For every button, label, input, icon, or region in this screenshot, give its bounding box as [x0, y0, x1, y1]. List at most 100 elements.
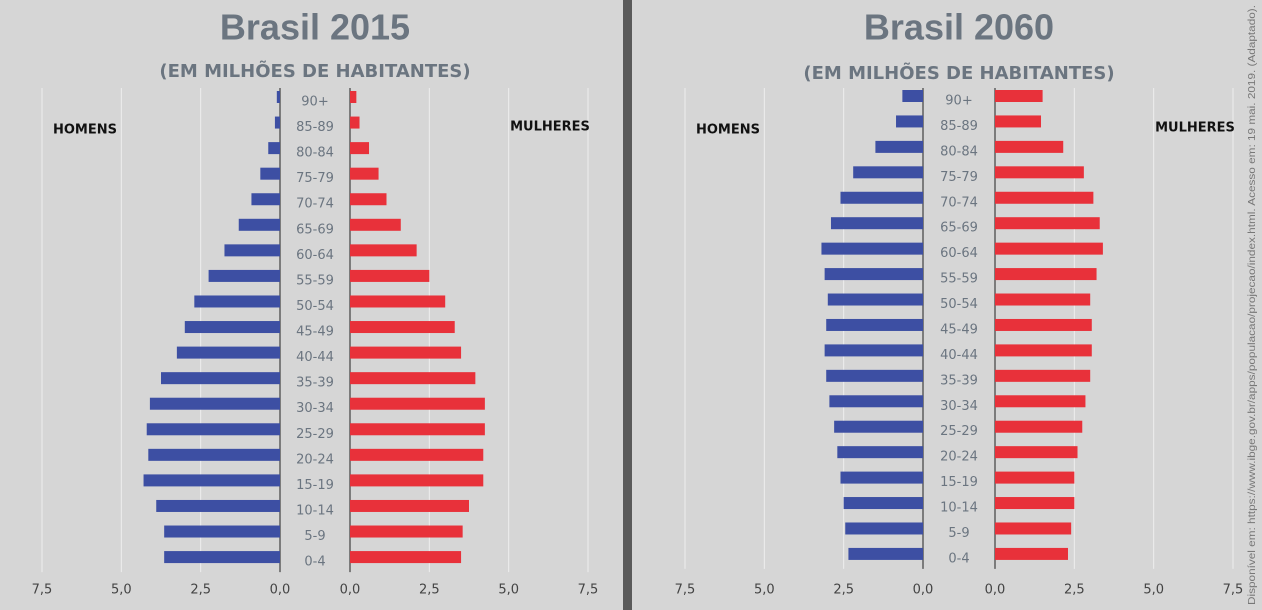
bar: [995, 344, 1092, 357]
bar: [224, 244, 280, 257]
bar: [350, 551, 462, 564]
bar: [829, 395, 923, 408]
category-label: 35-39: [296, 376, 334, 391]
bar: [834, 420, 923, 433]
x-tick-label: 2,5: [1064, 583, 1085, 598]
category-label: 60-64: [296, 248, 334, 263]
source-note: Disponível em: https://www.ibge.gov.br/a…: [1246, 5, 1258, 605]
bar: [184, 321, 280, 334]
x-tick-label: 5,0: [1143, 583, 1164, 598]
category-label: 80-84: [940, 144, 978, 159]
bar: [350, 269, 430, 282]
bar: [840, 191, 923, 204]
x-tick-label: 0,0: [270, 583, 291, 598]
chart-subtitle: (EM MILHÕES DE HABITANTES): [159, 59, 470, 82]
bar: [995, 420, 1083, 433]
bar: [896, 115, 923, 128]
bar: [843, 497, 923, 510]
x-tick-label: 7,5: [1223, 583, 1244, 598]
category-label: 45-49: [296, 325, 334, 340]
x-tick-label: 0,0: [340, 583, 361, 598]
bar: [238, 218, 280, 231]
x-tick-label: 2,5: [190, 583, 211, 598]
category-label: 50-54: [940, 297, 978, 312]
bar: [194, 295, 280, 308]
bar: [995, 191, 1094, 204]
x-tick-label: 7,5: [675, 583, 696, 598]
category-label: 50-54: [296, 299, 334, 314]
bar: [146, 423, 280, 436]
bar: [350, 91, 357, 103]
bar: [995, 242, 1103, 255]
chart-subtitle: (EM MILHÕES DE HABITANTES): [803, 61, 1114, 84]
category-label: 10-14: [296, 503, 334, 518]
category-label: 75-79: [940, 170, 978, 185]
series-label: HOMENS: [53, 123, 117, 138]
chart-title: Brasil 2060: [864, 7, 1054, 48]
category-label: 40-44: [296, 350, 334, 365]
bar: [995, 115, 1042, 128]
bar: [840, 471, 923, 484]
bar: [251, 193, 280, 206]
bar: [350, 218, 401, 231]
bar: [350, 321, 455, 334]
bar: [350, 193, 387, 206]
category-label: 45-49: [940, 322, 978, 337]
bar: [161, 372, 280, 385]
bar: [826, 369, 923, 382]
bar: [995, 90, 1043, 102]
bar: [143, 474, 280, 487]
bar: [995, 522, 1072, 535]
bar: [274, 116, 280, 129]
category-label: 65-69: [296, 222, 334, 237]
bar: [350, 499, 469, 512]
bar: [350, 474, 484, 487]
bar: [276, 91, 280, 103]
bar: [350, 397, 485, 410]
bar: [995, 166, 1084, 179]
category-label: 60-64: [940, 246, 978, 261]
bar: [350, 346, 462, 359]
category-label: 75-79: [296, 171, 334, 186]
bar: [995, 140, 1064, 153]
category-label: 30-34: [296, 401, 334, 416]
x-tick-label: 0,0: [985, 583, 1006, 598]
x-tick-label: 7,5: [578, 583, 599, 598]
category-label: 55-59: [296, 273, 334, 288]
x-tick-label: 0,0: [913, 583, 934, 598]
bar: [824, 344, 923, 357]
bar: [995, 217, 1100, 230]
x-tick-label: 5,0: [111, 583, 132, 598]
bar: [350, 448, 484, 461]
bar: [164, 551, 280, 564]
bar: [148, 448, 280, 461]
category-label: 85-89: [296, 120, 334, 135]
category-label: 90+: [301, 95, 328, 110]
series-label: HOMENS: [696, 123, 760, 138]
bar: [350, 167, 379, 180]
category-label: 25-29: [940, 424, 978, 439]
category-label: 15-19: [940, 475, 978, 490]
bar: [824, 268, 923, 281]
category-label: 85-89: [940, 119, 978, 134]
x-tick-label: 2,5: [833, 583, 854, 598]
category-label: 20-24: [940, 450, 978, 465]
bar: [821, 242, 923, 255]
bar: [149, 397, 280, 410]
bar: [350, 423, 485, 436]
bar: [845, 522, 923, 535]
category-label: 30-34: [940, 399, 978, 414]
category-label: 40-44: [940, 348, 978, 363]
bar: [350, 244, 417, 257]
divider: [623, 0, 632, 610]
bar: [848, 547, 923, 560]
series-label: MULHERES: [1155, 121, 1235, 136]
bar: [995, 471, 1075, 484]
category-label: 25-29: [296, 427, 334, 442]
category-label: 20-24: [296, 452, 334, 467]
bar: [995, 395, 1086, 408]
series-label: MULHERES: [510, 120, 590, 135]
x-tick-label: 7,5: [32, 583, 53, 598]
bar: [260, 167, 280, 180]
